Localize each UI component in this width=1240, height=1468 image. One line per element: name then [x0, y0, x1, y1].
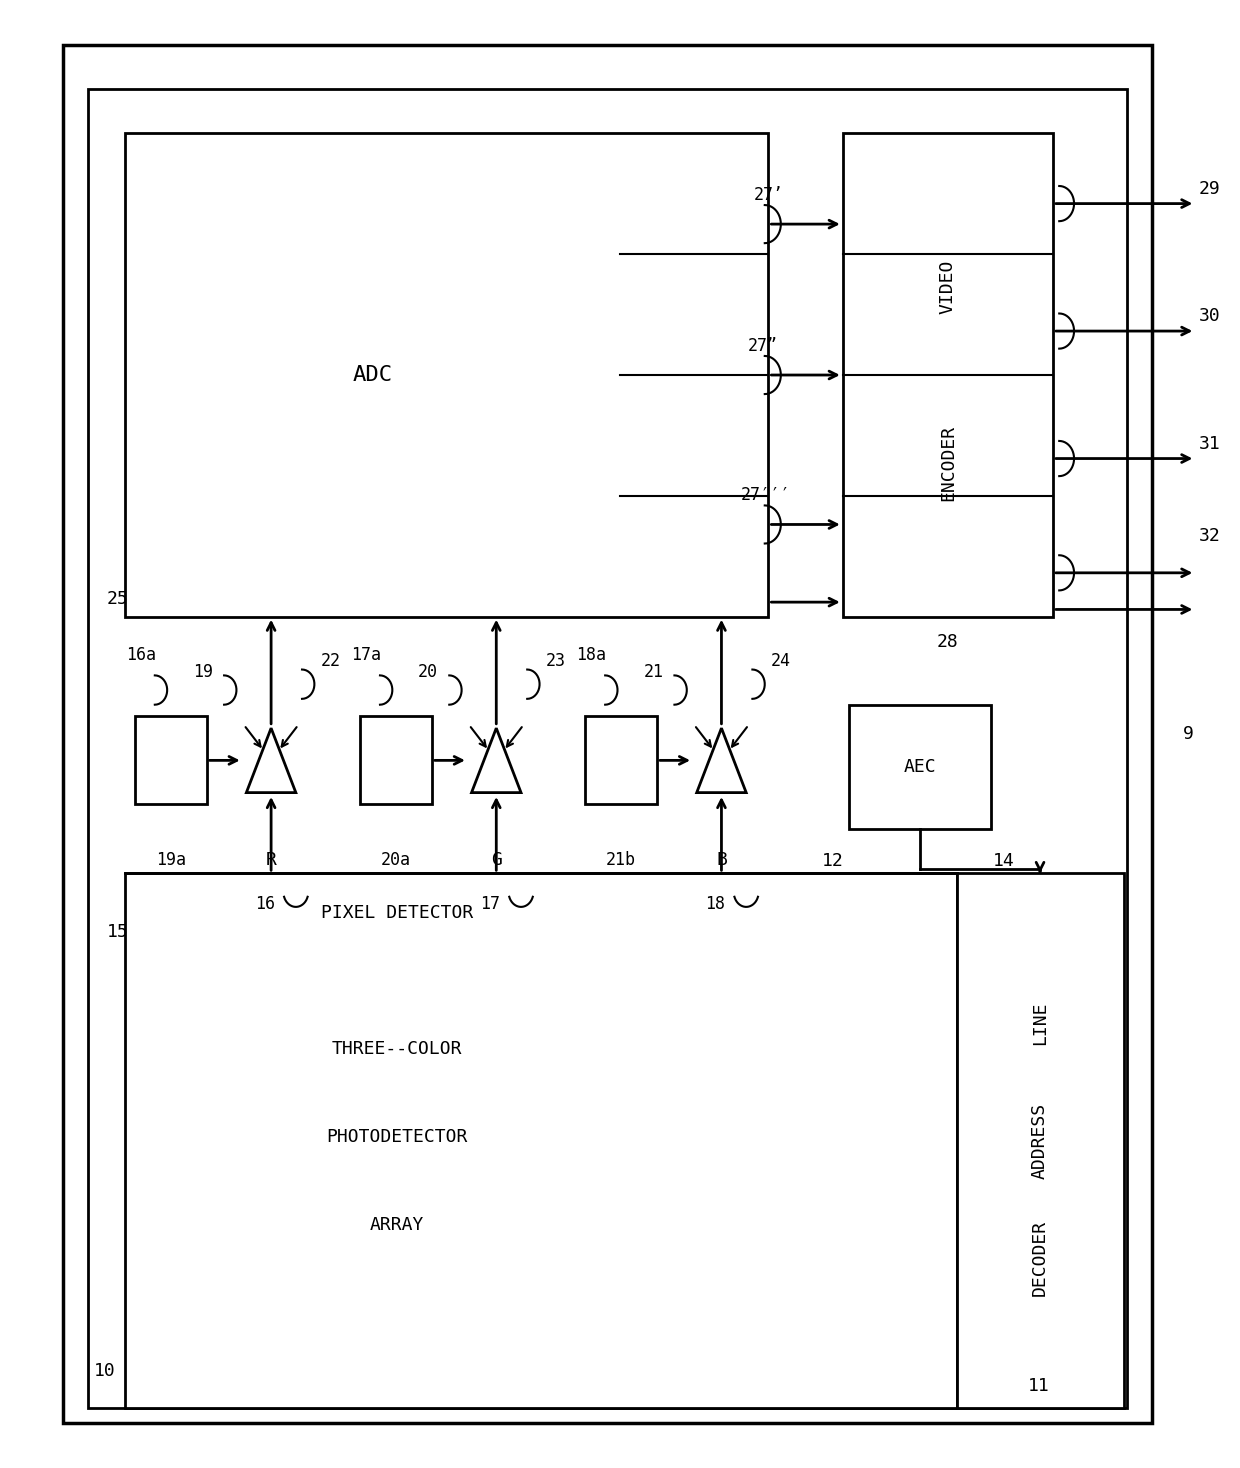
Text: 9: 9	[1183, 725, 1194, 743]
Text: 27”: 27”	[748, 336, 777, 355]
Text: 24: 24	[771, 652, 791, 669]
Text: 18a: 18a	[577, 646, 606, 664]
Text: 27’: 27’	[754, 186, 784, 204]
Text: 21b: 21b	[606, 851, 636, 869]
Text: 31: 31	[1199, 435, 1220, 454]
Text: 20: 20	[418, 664, 438, 681]
Text: 30: 30	[1199, 307, 1220, 326]
Text: LINE: LINE	[1030, 1001, 1049, 1045]
Text: 17: 17	[480, 895, 500, 913]
Text: ENCODER: ENCODER	[939, 424, 957, 501]
Text: 15: 15	[107, 923, 128, 941]
Text: ADDRESS: ADDRESS	[1030, 1102, 1049, 1179]
Bar	[125, 873, 956, 1408]
Text: 19a: 19a	[156, 851, 186, 869]
Text: 19: 19	[193, 664, 213, 681]
Bar	[135, 716, 207, 804]
Text: B: B	[715, 851, 727, 869]
Text: 23: 23	[546, 652, 565, 669]
Text: 16: 16	[255, 895, 275, 913]
Text: PIXEL DETECTOR: PIXEL DETECTOR	[321, 904, 474, 922]
Bar	[360, 716, 432, 804]
Text: 20a: 20a	[381, 851, 412, 869]
Text: 11: 11	[1028, 1377, 1050, 1395]
Bar	[88, 90, 1127, 1408]
Text: 27′′′: 27′′′	[742, 486, 791, 504]
Bar	[843, 134, 1053, 617]
Text: 32: 32	[1199, 527, 1220, 545]
Text: R: R	[265, 851, 277, 869]
Text: THREE--COLOR: THREE--COLOR	[332, 1039, 463, 1058]
Text: 10: 10	[94, 1362, 115, 1380]
Text: 14: 14	[993, 853, 1014, 871]
Bar	[956, 873, 1123, 1408]
Text: ADC: ADC	[352, 366, 393, 385]
Text: DECODER: DECODER	[1030, 1220, 1049, 1296]
Text: 16a: 16a	[126, 646, 156, 664]
Text: 28: 28	[937, 633, 959, 650]
Text: PHOTODETECTOR: PHOTODETECTOR	[326, 1127, 467, 1147]
Text: 18: 18	[706, 895, 725, 913]
Text: 17a: 17a	[351, 646, 382, 664]
Text: 22: 22	[320, 652, 341, 669]
Text: G: G	[491, 851, 502, 869]
Bar	[125, 134, 769, 617]
Text: 21: 21	[644, 664, 663, 681]
Text: 12: 12	[822, 853, 843, 871]
Text: ARRAY: ARRAY	[370, 1216, 424, 1233]
Bar	[585, 716, 657, 804]
Bar	[63, 46, 1152, 1422]
Text: VIDEO: VIDEO	[939, 260, 957, 314]
Text: 25: 25	[107, 590, 128, 608]
Text: 29: 29	[1199, 181, 1220, 198]
Text: AEC: AEC	[904, 757, 936, 777]
Bar	[849, 705, 991, 829]
